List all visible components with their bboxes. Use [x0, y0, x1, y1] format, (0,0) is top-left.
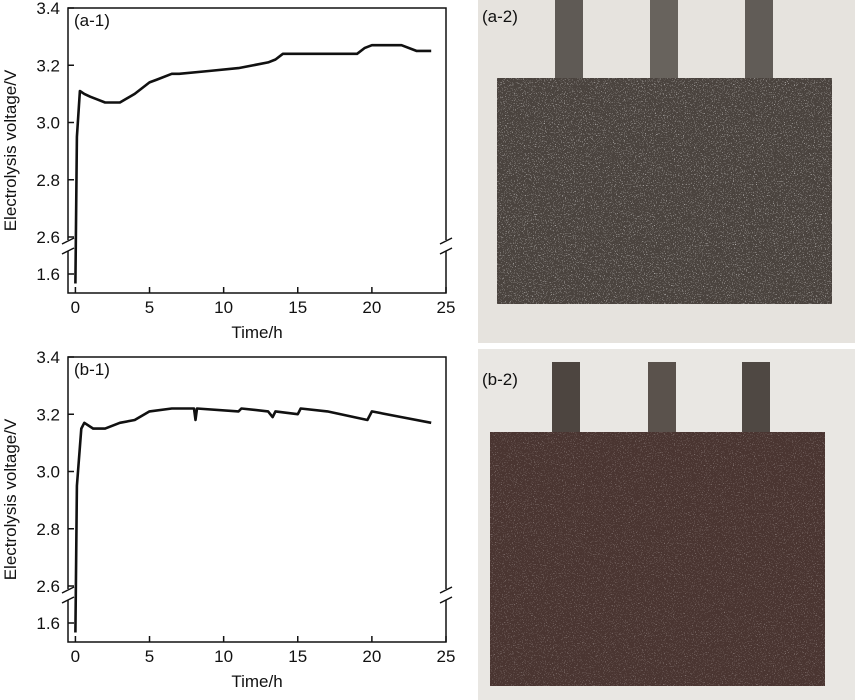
anode-texture: [497, 78, 832, 304]
y-axis-label: Electrolysis voltage/V: [1, 418, 20, 580]
x-tick-label: 20: [362, 298, 381, 317]
photo-b: (b-2): [478, 349, 855, 700]
panel-label: (b-1): [74, 360, 110, 379]
y-axis-label: Electrolysis voltage/V: [1, 69, 20, 231]
y-tick-label: 3.4: [36, 348, 60, 367]
axis-break: [439, 247, 453, 255]
x-tick-label: 5: [145, 647, 154, 666]
x-tick-label: 10: [214, 298, 233, 317]
rod: [552, 362, 580, 440]
y-tick-label: 2.6: [36, 577, 60, 596]
panel-label: (a-1): [74, 11, 110, 30]
rod: [745, 0, 773, 80]
y-tick-label: 3.0: [36, 463, 60, 482]
axis-break: [439, 596, 453, 604]
axis-break: [61, 596, 75, 604]
x-tick-label: 5: [145, 298, 154, 317]
axis-break: [439, 237, 453, 245]
y-tick-label: 1.6: [36, 614, 60, 633]
rod: [555, 0, 583, 80]
x-tick-label: 15: [288, 647, 307, 666]
x-tick-label: 15: [288, 298, 307, 317]
photo-label: (b-2): [482, 370, 518, 389]
y-tick-label: 2.8: [36, 171, 60, 190]
data-line: [74, 407, 432, 633]
y-tick-label: 1.6: [36, 265, 60, 284]
y-tick-label: 3.2: [36, 405, 60, 424]
x-tick-label: 25: [437, 647, 456, 666]
x-tick-label: 25: [437, 298, 456, 317]
y-tick-label: 2.6: [36, 228, 60, 247]
y-tick-label: 3.2: [36, 56, 60, 75]
photo-label: (a-2): [482, 7, 518, 26]
anode-texture: [490, 432, 825, 686]
x-axis-label: Time/h: [231, 672, 282, 691]
rod: [650, 0, 678, 80]
axis-break: [439, 586, 453, 594]
data-line: [74, 43, 432, 284]
axis-break: [61, 237, 75, 245]
photo-a: (a-2): [478, 0, 855, 343]
axis-frame: [67, 356, 447, 643]
x-tick-label: 0: [71, 298, 80, 317]
rod: [648, 362, 676, 440]
x-tick-label: 0: [71, 647, 80, 666]
rod: [742, 362, 770, 440]
x-axis-label: Time/h: [231, 323, 282, 342]
y-tick-label: 2.8: [36, 520, 60, 539]
x-tick-label: 20: [362, 647, 381, 666]
axis-break: [61, 247, 75, 255]
axis-break: [61, 586, 75, 594]
y-tick-label: 3.4: [36, 0, 60, 18]
y-tick-label: 3.0: [36, 114, 60, 133]
x-tick-label: 10: [214, 647, 233, 666]
axis-frame: [67, 7, 447, 294]
